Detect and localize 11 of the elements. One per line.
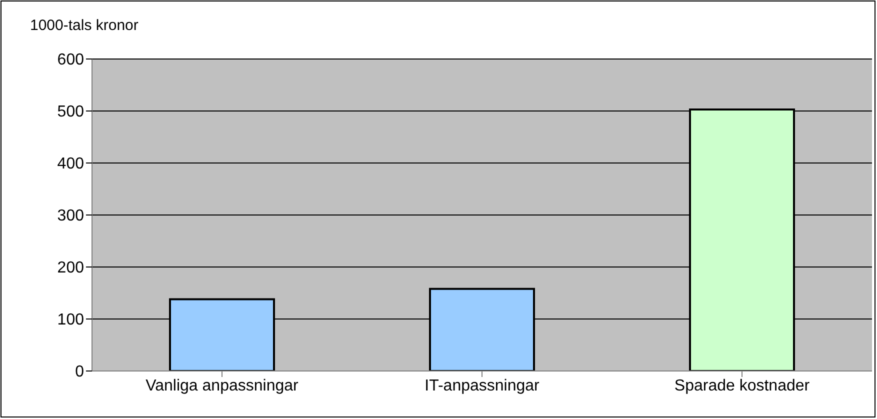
x-tick-label: Sparade kostnader [674, 377, 810, 394]
y-tick-label: 400 [57, 156, 84, 173]
y-tick-label: 500 [57, 104, 84, 121]
y-tick-label: 0 [75, 364, 84, 381]
y-axis-title: 1000-tals kronor [30, 17, 138, 34]
y-tick-label: 200 [57, 260, 84, 277]
y-tick-label: 600 [57, 52, 84, 69]
y-tick-label: 100 [57, 312, 84, 329]
y-tick-label: 300 [57, 208, 84, 225]
x-tick-label: IT-anpassningar [424, 377, 540, 394]
x-tick-label: Vanliga anpassningar [146, 377, 300, 394]
